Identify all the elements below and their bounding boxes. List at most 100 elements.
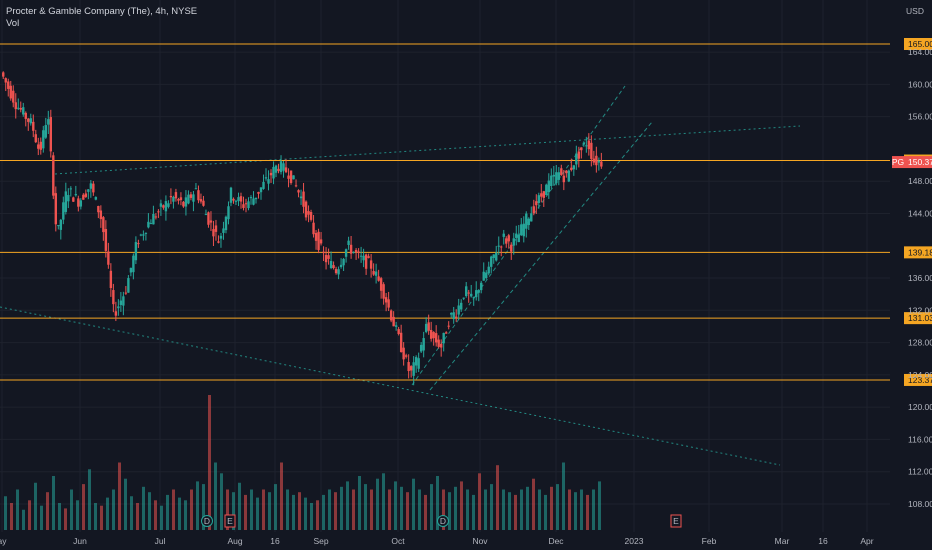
candle-body	[249, 197, 253, 199]
volume-bar	[220, 473, 223, 530]
candle-body	[592, 158, 596, 163]
candle-body	[419, 344, 423, 352]
volume-bar	[388, 489, 391, 530]
resistance-trendline	[54, 125, 801, 175]
candle-body	[194, 188, 198, 190]
event-marker-label: E	[673, 516, 679, 526]
candle-body	[164, 201, 168, 212]
candle-body	[542, 191, 545, 198]
candle-body	[497, 245, 500, 247]
volume-bar	[184, 500, 187, 530]
x-tick-label: 16	[270, 536, 280, 546]
candle-body	[89, 183, 93, 189]
x-tick-label: Jun	[73, 536, 87, 546]
x-tick-label: Apr	[860, 536, 873, 546]
candle-body	[109, 270, 113, 289]
candle-body	[515, 233, 518, 238]
dividend-marker	[201, 515, 213, 527]
volume-indicator-label[interactable]: Vol	[6, 18, 20, 29]
candle-body	[339, 264, 343, 267]
volume-bar	[520, 489, 523, 530]
candle-body	[500, 246, 503, 248]
candle-body	[377, 276, 380, 281]
candle-body	[357, 251, 360, 253]
volume-bar	[76, 500, 79, 530]
candle-body	[329, 261, 333, 269]
candle-body	[309, 211, 313, 220]
volume-bar	[586, 494, 589, 530]
volume-bar	[490, 484, 493, 530]
candle-body	[244, 203, 248, 205]
candle-body	[507, 235, 510, 242]
volume-bar	[562, 462, 565, 530]
candle-body	[452, 312, 455, 320]
candle-body	[535, 201, 538, 206]
candle-body	[317, 231, 320, 251]
candle-body	[29, 118, 32, 124]
candle-body	[545, 184, 548, 196]
candle-body	[39, 141, 42, 150]
candle-body	[9, 85, 12, 99]
volume-bar	[244, 494, 247, 530]
volume-bar	[250, 489, 253, 530]
symbol-tag-text: PG	[892, 157, 904, 167]
volume-bar	[202, 484, 205, 530]
event-marker-label: D	[204, 516, 210, 526]
volume-bar	[550, 486, 553, 530]
candle-body	[465, 286, 468, 297]
candle-body	[344, 249, 348, 257]
y-tick-label: 116.00	[908, 434, 932, 444]
volume-bar	[232, 492, 235, 530]
candle-body	[527, 218, 530, 226]
time-axis[interactable]: ay Jun Jul Aug 16 Sep Oct Nov Dec 2023 Feb Mar 16 Apr	[0, 536, 874, 546]
volume-bar	[40, 505, 43, 530]
candle-body	[199, 199, 203, 202]
earnings-marker	[670, 514, 682, 528]
candle-body	[184, 197, 188, 207]
x-tick-label: Sep	[313, 536, 328, 546]
candle-body	[480, 282, 483, 291]
candle-body	[324, 254, 328, 263]
candle-body	[269, 172, 273, 176]
candle-body	[352, 251, 355, 253]
candle-body	[34, 134, 37, 143]
candle-body	[149, 223, 153, 225]
candle-body	[595, 155, 598, 166]
y-tick-label: 132.00	[908, 305, 932, 315]
volume-bar	[424, 494, 427, 530]
candle-body	[457, 305, 460, 315]
candle-body	[207, 212, 210, 225]
x-tick-label: Jul	[155, 536, 166, 546]
candle-body	[424, 323, 428, 332]
volume-bar	[430, 484, 433, 530]
chart-legend: Procter & Gamble Company (The), 4h, NYSE…	[6, 6, 197, 30]
event-marker-label: D	[440, 516, 446, 526]
candle-body	[14, 102, 17, 110]
symbol-title[interactable]: Procter & Gamble Company (The), 4h, NYSE	[6, 6, 198, 17]
candle-body	[374, 271, 378, 276]
candle-body	[412, 362, 415, 376]
volume-bar	[568, 489, 571, 530]
currency-label[interactable]: USD	[906, 6, 924, 16]
candle-body	[565, 170, 568, 174]
volume-bar	[394, 481, 397, 530]
price-axis[interactable]: 164.00 160.00 156.00 148.00 144.00 136.00 132.…	[892, 47, 932, 509]
volume-bar	[322, 494, 325, 530]
candle-body	[232, 198, 235, 201]
candle-body	[294, 185, 298, 187]
candle-body	[359, 255, 363, 257]
candle-body	[334, 269, 338, 274]
candle-body	[254, 197, 258, 200]
y-tick-label: 136.00	[908, 273, 932, 283]
candle-body	[600, 161, 603, 167]
candle-body	[42, 130, 45, 149]
candle-body	[222, 228, 225, 233]
candle-body	[204, 214, 208, 216]
trendline-layer[interactable]	[0, 85, 801, 466]
volume-bar	[328, 489, 331, 530]
candle-body	[517, 234, 520, 243]
